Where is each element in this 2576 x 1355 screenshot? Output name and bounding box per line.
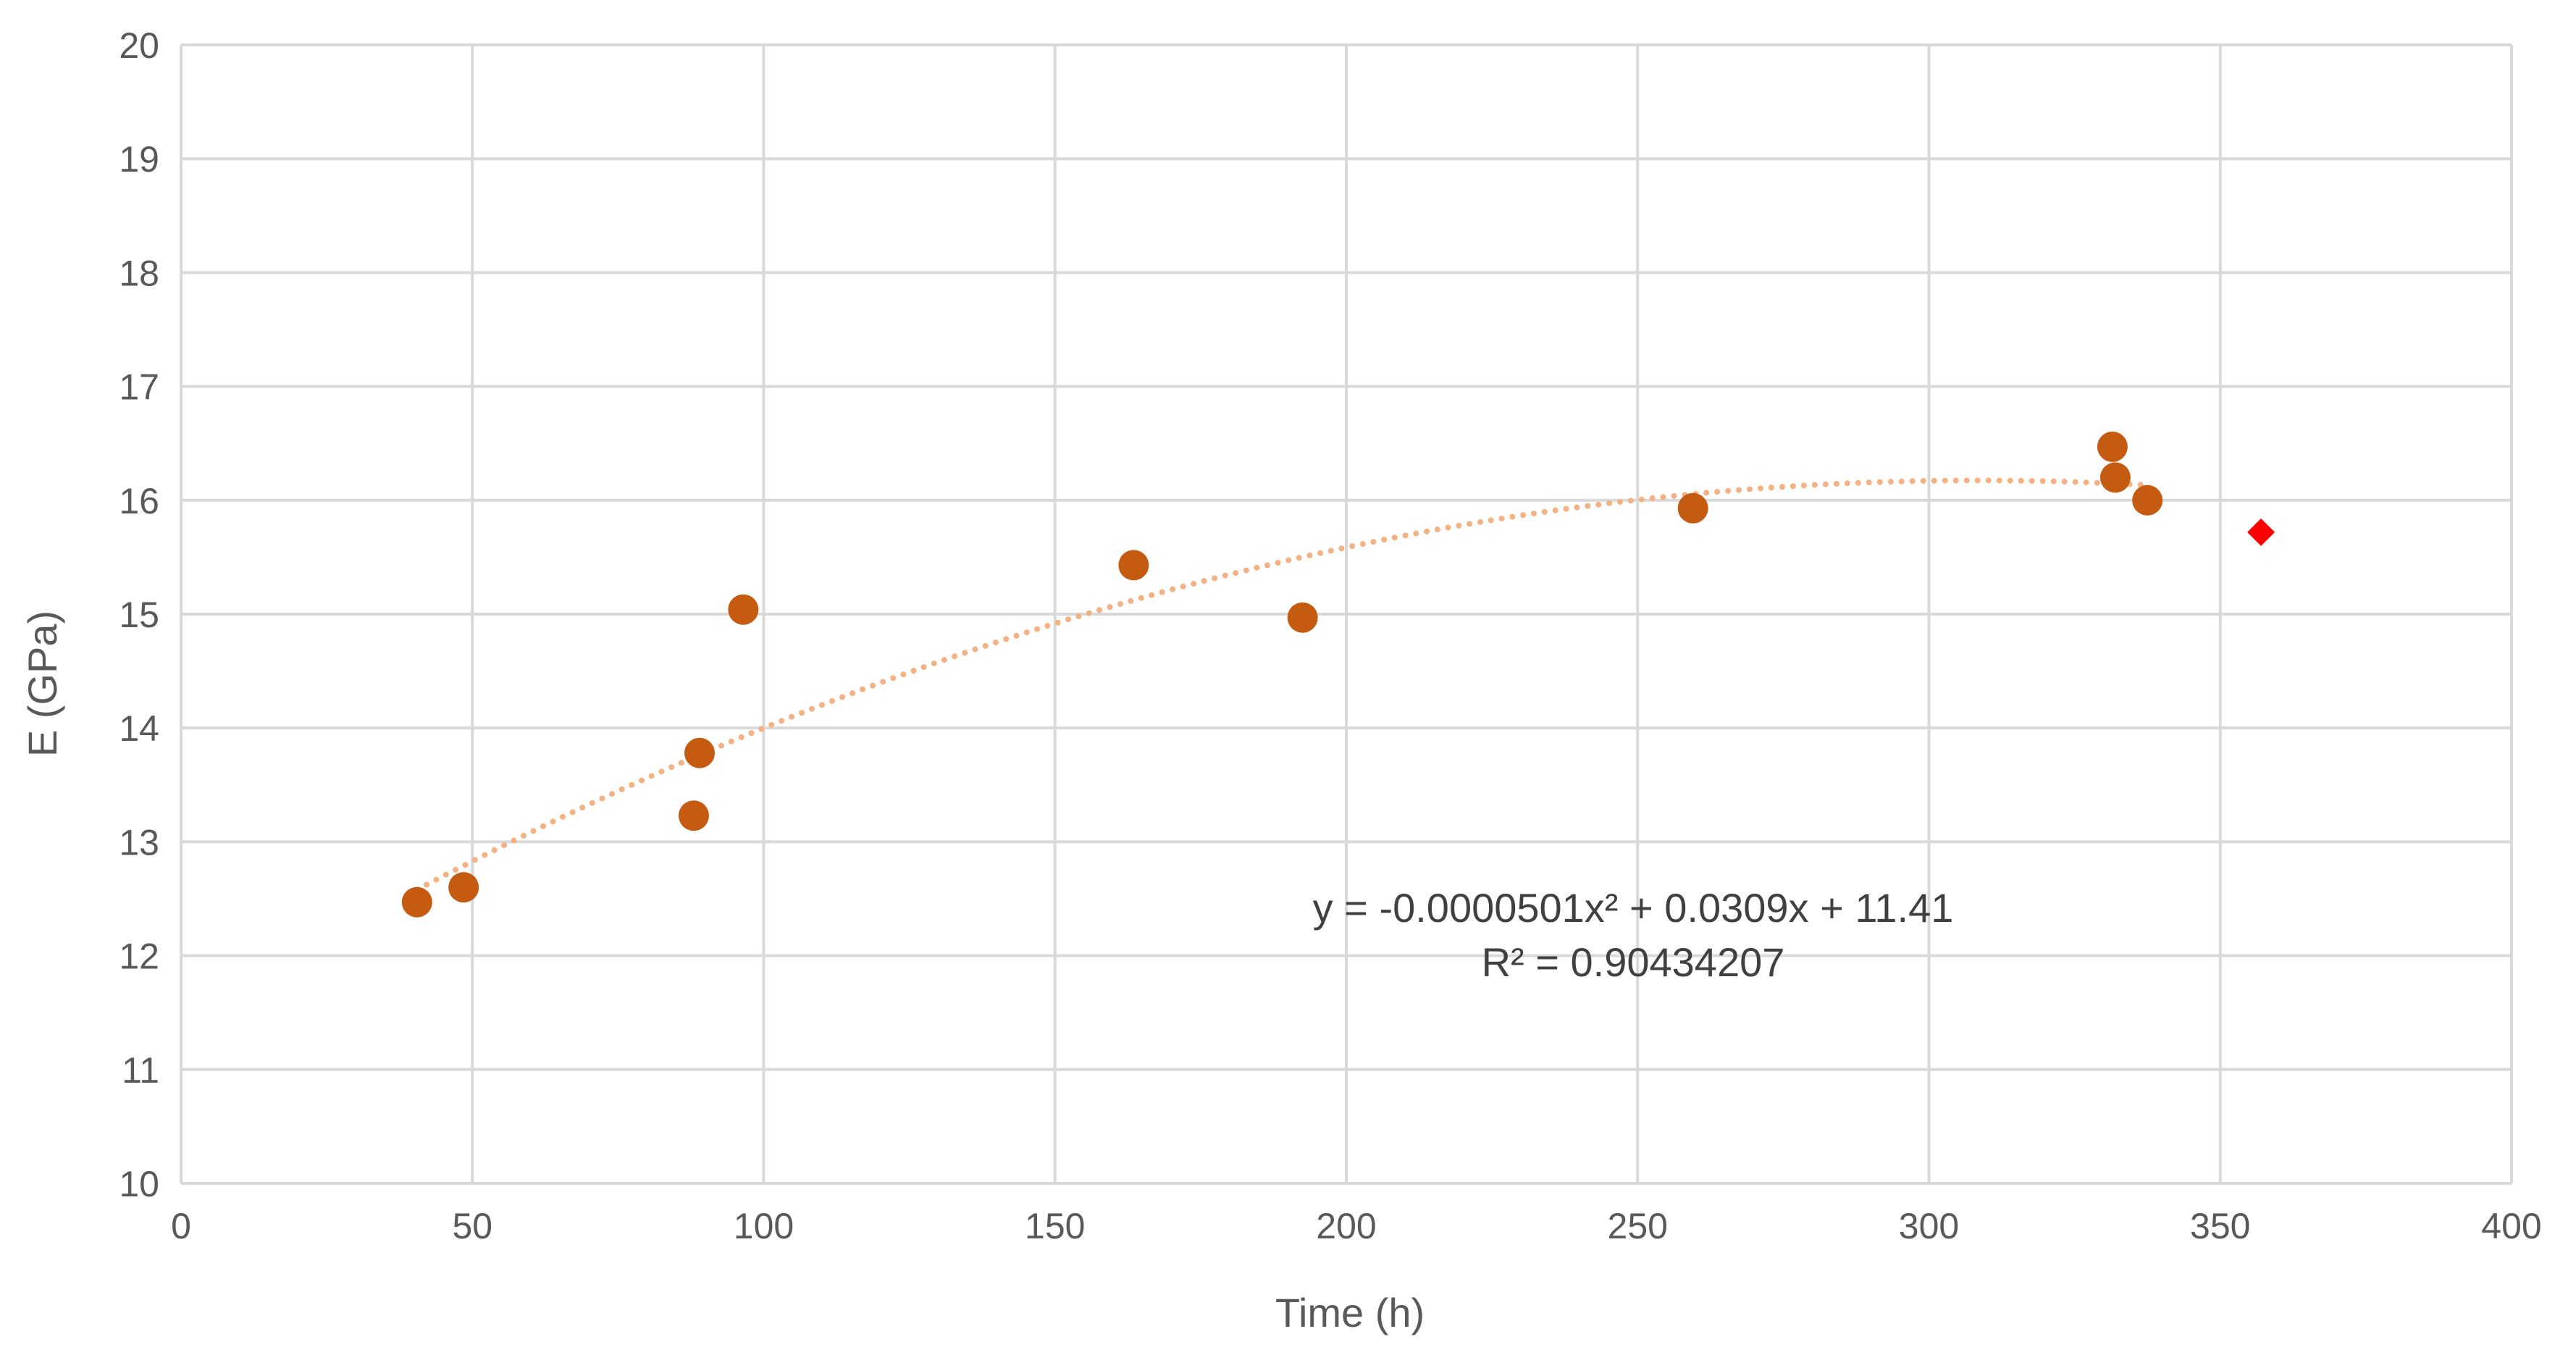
x-tick-label: 250 [1608, 1206, 1668, 1246]
trendline [414, 477, 2145, 893]
data-point [728, 594, 759, 625]
y-axis-tick-labels: 10 11 12 13 14 15 16 17 18 19 20 [119, 25, 159, 1204]
y-tick-label: 20 [119, 25, 159, 66]
data-point-diamond [2247, 518, 2275, 546]
x-tick-label: 50 [452, 1206, 492, 1246]
x-tick-label: 400 [2481, 1206, 2541, 1246]
y-tick-label: 15 [119, 595, 159, 635]
data-point [2097, 431, 2128, 462]
y-tick-label: 16 [119, 481, 159, 521]
data-point [448, 872, 479, 903]
x-tick-label: 350 [2190, 1206, 2250, 1246]
x-tick-label: 300 [1899, 1206, 1959, 1246]
data-point [684, 737, 716, 768]
y-tick-label: 19 [119, 139, 159, 180]
y-tick-label: 12 [119, 936, 159, 977]
y-axis-title: E (GPa) [20, 611, 65, 757]
x-tick-label: 100 [734, 1206, 794, 1246]
data-points [401, 431, 2275, 918]
y-tick-label: 11 [122, 1050, 159, 1091]
trendline-layer [414, 477, 2145, 893]
y-tick-label: 13 [119, 822, 159, 863]
data-point [1118, 550, 1149, 581]
y-tick-label: 14 [119, 708, 159, 749]
x-tick-label: 150 [1025, 1206, 1085, 1246]
trendline-equation: y = -0.0000501x² + 0.0309x + 11.41 [1313, 885, 1954, 931]
data-point [1287, 602, 1318, 633]
x-axis-title: Time (h) [1275, 1290, 1425, 1335]
data-point [1677, 492, 1708, 524]
y-tick-label: 10 [119, 1164, 159, 1204]
data-point [2132, 484, 2163, 516]
x-tick-label: 200 [1316, 1206, 1376, 1246]
data-point [678, 800, 709, 831]
data-point [2099, 462, 2131, 493]
y-tick-label: 18 [119, 253, 159, 293]
x-tick-label: 0 [171, 1206, 191, 1246]
y-tick-label: 17 [119, 367, 159, 408]
gridlines [180, 43, 2513, 1185]
trendline-r-squared: R² = 0.90434207 [1482, 939, 1785, 985]
x-axis-tick-labels: 0 50 100 150 200 250 300 350 400 [171, 1206, 2542, 1246]
data-point [401, 886, 432, 918]
